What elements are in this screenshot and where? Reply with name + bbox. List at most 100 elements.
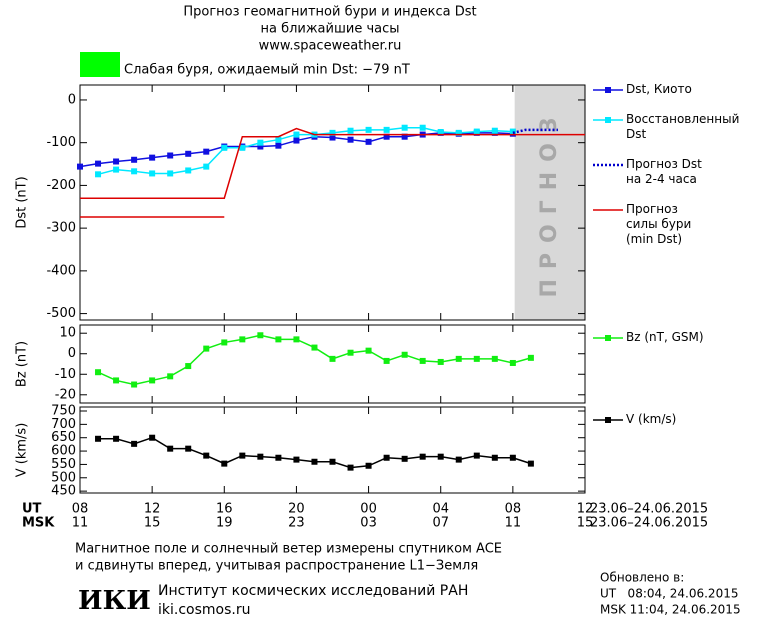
point (455, 355, 462, 362)
point (203, 148, 210, 155)
point (455, 456, 462, 463)
point (329, 129, 336, 136)
y-tick-label: -200 (46, 178, 76, 193)
y-tick-label: -400 (46, 263, 76, 278)
point (131, 168, 138, 175)
y-tick-label: 0 (68, 346, 76, 361)
point (95, 171, 102, 178)
plot-frame (79, 406, 586, 494)
point (491, 454, 498, 461)
logo: ИКИ (78, 586, 151, 616)
point (203, 345, 210, 352)
series-line (97, 334, 532, 386)
x-tick-label: 16 (216, 502, 233, 517)
y-tick-label: 500 (51, 470, 76, 485)
point (401, 455, 408, 462)
point (77, 163, 83, 170)
point (239, 336, 246, 343)
legend-label: Прогноз силы бури (min Dst) (626, 202, 692, 246)
series-line (80, 127, 585, 218)
title: Прогноз геомагнитной бури и индекса Dst (183, 5, 476, 20)
x2-tick-label: 11 (505, 516, 522, 531)
legend-marker (605, 87, 611, 93)
y-axis-label: Bz (nT) (15, 341, 30, 387)
point (149, 377, 156, 384)
point (239, 452, 246, 459)
site: iki.cosmos.ru (158, 602, 250, 618)
point (113, 377, 120, 384)
url: www.spaceweather.ru (259, 39, 402, 54)
x-tick-label: 08 (505, 502, 522, 517)
point (167, 170, 174, 177)
point (365, 347, 372, 354)
y-tick-label: 700 (51, 417, 76, 432)
legend-label: Восстановленный Dst (626, 112, 740, 141)
y-tick-label: 750 (51, 404, 76, 419)
point (473, 128, 480, 135)
point (473, 452, 480, 459)
x-tick-label: 12 (144, 502, 161, 517)
x-tick-label: 00 (360, 502, 377, 517)
y-tick-label: 0 (68, 92, 76, 107)
point (347, 127, 354, 134)
institute: Институт космических исследований РАН (158, 583, 468, 599)
x-tick-label: 12 (577, 502, 594, 517)
y-axis-label: Dst (nT) (15, 176, 30, 228)
point (185, 150, 192, 157)
updated-msk: MSK 11:04, 24.06.2015 (600, 603, 741, 617)
y-tick-label: -20 (55, 387, 76, 402)
point (257, 453, 264, 460)
point (383, 454, 390, 461)
point (419, 453, 426, 460)
x-tick-label: 08 (72, 502, 89, 517)
point (185, 445, 192, 452)
point (383, 126, 390, 133)
status-text: Слабая буря, ожидаемый min Dst: −79 nT (124, 63, 410, 78)
updated-label: Обновлено в: (600, 571, 684, 585)
point (95, 160, 102, 167)
point (203, 163, 210, 170)
point (257, 139, 264, 146)
legend-label: V (km/s) (626, 412, 677, 426)
point (365, 126, 372, 133)
point (401, 351, 408, 358)
point (491, 127, 498, 134)
point (293, 131, 300, 138)
point (221, 339, 228, 346)
y-tick-label: -500 (46, 306, 76, 321)
x2-tick-label: 03 (360, 516, 377, 531)
point (275, 142, 282, 149)
point (185, 363, 192, 370)
x2-tick-label: 23 (288, 516, 305, 531)
point (257, 332, 264, 339)
point (365, 462, 372, 469)
series-line (97, 126, 513, 176)
point (149, 434, 156, 441)
point (203, 452, 210, 459)
point (437, 453, 444, 460)
legend-label: Bz (nT, GSM) (626, 330, 704, 344)
y-tick-label: 600 (51, 444, 76, 459)
point (383, 357, 390, 364)
plot-frame (79, 324, 586, 404)
point (401, 133, 408, 140)
y-tick-label: 450 (51, 484, 76, 499)
forecast-band (514, 85, 585, 320)
note: Магнитное поле и солнечный ветер измерен… (75, 542, 502, 557)
legend-marker (605, 417, 611, 423)
subtitle: на ближайшие часы (260, 22, 399, 37)
point (311, 344, 318, 351)
x-tick-label: 20 (288, 502, 305, 517)
point (401, 124, 408, 131)
point (95, 369, 102, 376)
plot-frame (79, 84, 586, 321)
point (473, 355, 480, 362)
point (491, 355, 498, 362)
legend-marker (605, 117, 611, 123)
point (131, 381, 138, 388)
point (221, 144, 228, 151)
point (167, 373, 174, 380)
point (437, 129, 444, 135)
